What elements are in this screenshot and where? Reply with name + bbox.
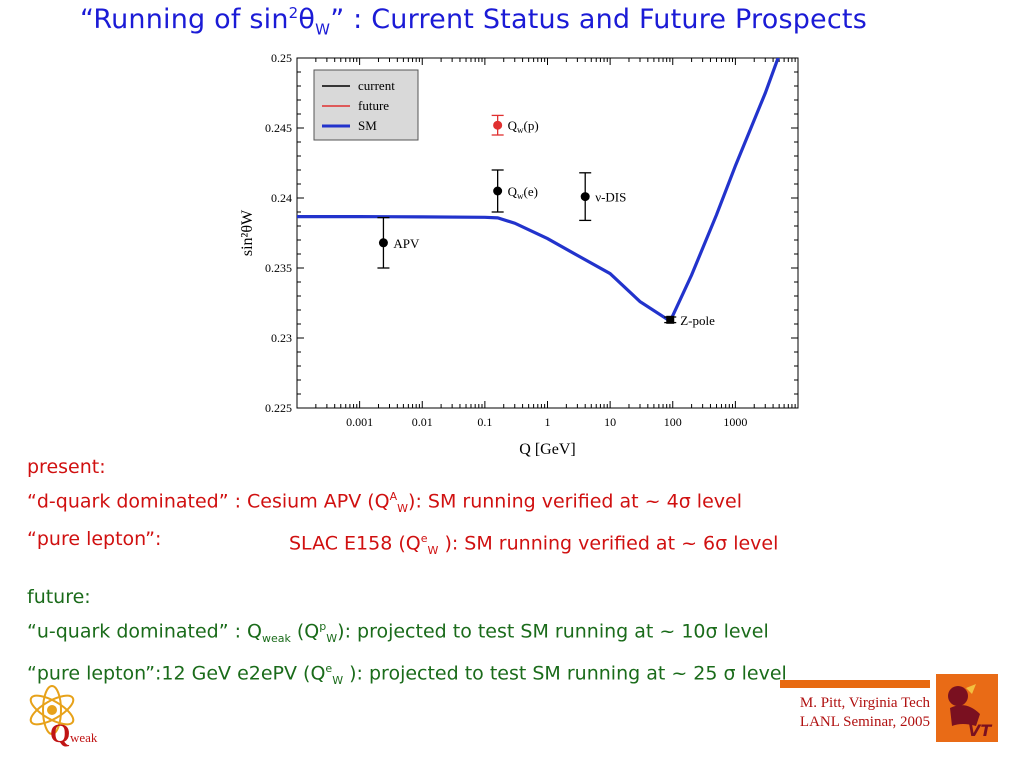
credit-block: M. Pitt, Virginia Tech LANL Seminar, 200…	[760, 694, 930, 732]
title-suffix: ” : Current Status and Future Prospects	[330, 4, 867, 35]
y-axis-label: sin²θW	[239, 209, 256, 256]
future-line-1: “u-quark dominated” : Qweak (QpW): proje…	[27, 612, 787, 654]
future-line-1-sub-weak: weak	[261, 632, 291, 646]
title-sup: 2	[288, 4, 299, 22]
present-line-2-body: SLAC E158 (QeW ): SM running verified at…	[289, 524, 778, 566]
x-tick-label: 1000	[723, 415, 747, 429]
future-line-1-sub: W	[326, 632, 338, 646]
title-sub: W	[315, 20, 331, 39]
slide-title: “Running of sin2θW” : Current Status and…	[80, 4, 1020, 38]
credit-author: M. Pitt, Virginia Tech	[799, 695, 930, 711]
future-heading: future:	[27, 586, 91, 609]
present-line-1-sub: W	[397, 502, 409, 516]
present-line-1-text-a: “d-quark dominated” : Cesium APV (Q	[27, 490, 390, 513]
present-heading: present:	[27, 456, 106, 478]
future-line-1-text-a: “u-quark dominated” : Q	[27, 620, 262, 643]
legend-label-2: SM	[358, 118, 377, 133]
x-tick-label: 0.001	[346, 415, 373, 429]
current-point-0-label: APV	[393, 236, 420, 251]
current-point-2-label: ν-DIS	[595, 190, 626, 205]
future-line-2: “pure lepton”:12 GeV e2ePV (QeW ): proje…	[27, 654, 787, 696]
future-line-1-text-b: (Q	[290, 620, 320, 643]
future-line-1-sup: p	[319, 620, 327, 634]
current-point-2-marker	[580, 192, 590, 202]
qweak-logo-letter: Q	[50, 719, 70, 748]
qweak-logo: Q weak	[29, 685, 98, 748]
future-line-2-text-b: ): projected to test SM running at ~ 25 …	[343, 662, 787, 685]
x-tick-label: 0.1	[477, 415, 492, 429]
current-point-1-label: Qw(e)	[508, 184, 538, 201]
notes-block: present: “d-quark dominated” : Cesium AP…	[27, 452, 787, 696]
current-point-1-marker	[493, 186, 503, 196]
y-tick-label: 0.235	[265, 261, 292, 275]
present-line-2-sup: e	[420, 532, 428, 546]
y-tick-label: 0.24	[271, 191, 292, 205]
y-tick-label: 0.25	[271, 51, 292, 65]
present-line-2-text-b: ): SM running verified at ~ 6σ level	[438, 532, 779, 555]
x-tick-label: 100	[664, 415, 682, 429]
credit-bar	[780, 680, 930, 688]
present-line-2-text-a: SLAC E158 (Q	[289, 532, 421, 555]
running-sin2theta-chart: 0.001 0.01 0.1 1 10 100 1000 0.225 0.23 0.235 0.24…	[239, 51, 799, 458]
legend-box	[313, 69, 419, 141]
current-point-3-label: Z-pole	[680, 313, 715, 328]
present-line-2-sub: W	[427, 544, 439, 558]
future-line-2-text-a: “pure lepton”:12 GeV e2ePV (Q	[27, 662, 326, 685]
present-line-1-sup: A	[389, 490, 398, 503]
present-line-2-label: “pure lepton”:	[27, 528, 162, 551]
current-point-0-marker	[378, 238, 388, 248]
credit-seminar: LANL Seminar, 2005	[799, 714, 930, 730]
sm-curve	[297, 58, 780, 324]
legend-label-0: current	[358, 78, 395, 93]
title-theta: θ	[298, 4, 316, 35]
vt-logo: VT	[936, 674, 998, 742]
future-point-0-label: Qw(p)	[508, 118, 539, 135]
y-tick-label: 0.225	[265, 401, 292, 415]
legend-label-1: future	[358, 98, 389, 113]
future-line-2-sub: W	[332, 674, 344, 688]
current-point-3-marker	[666, 315, 675, 324]
present-line-1: “d-quark dominated” : Cesium APV (QAW): …	[27, 482, 787, 524]
future-line-2-sup: e	[325, 662, 333, 676]
vt-logo-text: VT	[968, 721, 992, 740]
x-tick-label: 10	[604, 415, 616, 429]
y-tick-label: 0.245	[265, 121, 292, 135]
future-point-0-marker	[493, 120, 503, 130]
x-axis-label: Q [GeV]	[519, 441, 575, 458]
present-line-1-text-b: ): SM running verified at ~ 4σ level	[408, 490, 742, 513]
present-line-2: “pure lepton”: SLAC E158 (QeW ): SM runn…	[27, 524, 787, 557]
title-prefix: “Running of sin	[80, 4, 289, 35]
qweak-logo-text: weak	[70, 730, 98, 745]
y-tick-label: 0.23	[271, 331, 292, 345]
x-tick-label: 0.01	[412, 415, 433, 429]
x-tick-label: 1	[545, 415, 551, 429]
future-line-1-text-c: ): projected to test SM running at ~ 10σ…	[337, 620, 769, 643]
